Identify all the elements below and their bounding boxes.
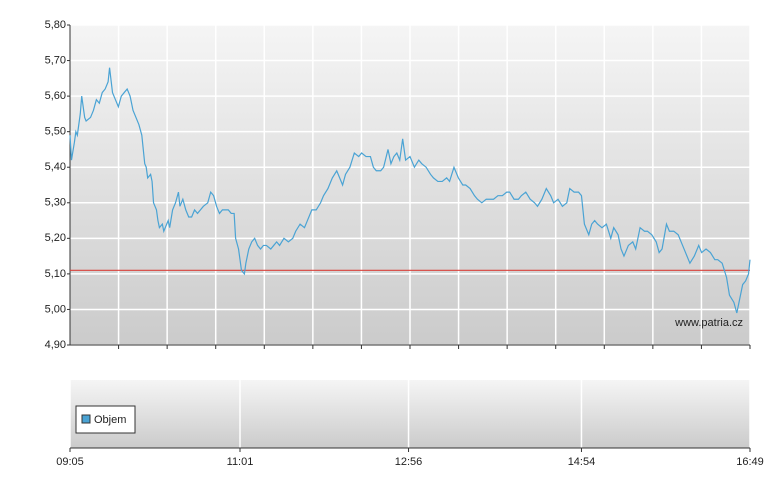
x-tick-label: 12:56: [395, 456, 423, 468]
x-tick-label: 11:01: [227, 456, 254, 468]
y-tick-label: 4,90: [45, 339, 66, 351]
y-tick-label: 5,80: [45, 19, 66, 31]
y-tick-label: 5,40: [45, 161, 66, 173]
y-tick-label: 5,20: [45, 232, 66, 244]
x-tick-label: 09:05: [56, 456, 84, 468]
y-tick-label: 5,50: [45, 126, 66, 138]
price-line: [69, 67, 751, 314]
y-tick-label: 5,60: [45, 90, 66, 102]
volume-area: [70, 380, 750, 448]
y-tick-label: 5,10: [45, 268, 66, 280]
y-tick-label: 5,70: [45, 54, 66, 66]
legend-swatch: [81, 414, 91, 424]
x-tick-label: 16:49: [736, 456, 764, 468]
watermark: www.patria.cz: [674, 317, 743, 329]
x-tick-label: 14:54: [568, 456, 596, 468]
legend-label: Objem: [94, 414, 126, 426]
y-tick-label: 5,00: [45, 303, 66, 315]
y-tick-label: 5,30: [45, 197, 66, 209]
